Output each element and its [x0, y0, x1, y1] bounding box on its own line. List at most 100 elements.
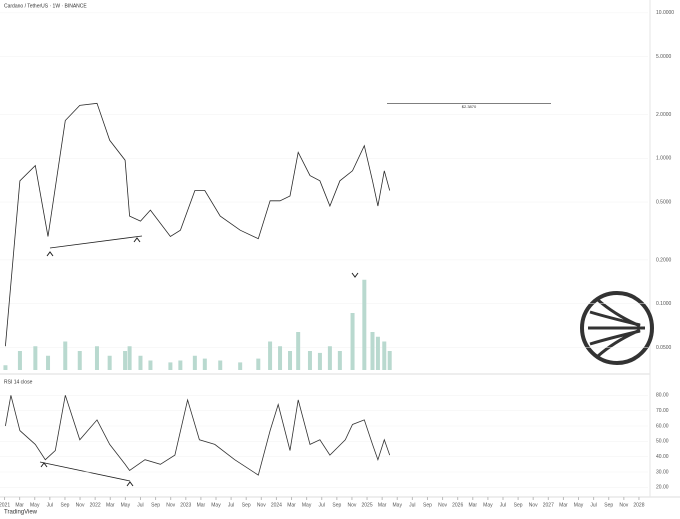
volume-bar	[123, 351, 128, 370]
level-label: $2.3870	[462, 104, 477, 109]
volume-bar	[317, 352, 322, 370]
y-tick-label: 60.00	[656, 423, 669, 429]
x-tick-label: Nov	[619, 502, 628, 508]
trend-line	[49, 235, 143, 249]
volume-bar	[94, 346, 99, 370]
x-tick-label: Mar	[197, 502, 206, 508]
marker	[40, 462, 48, 468]
volume-bar	[278, 346, 283, 370]
x-tick-label: Jul	[409, 502, 415, 508]
x-tick-label: 2025	[361, 502, 372, 508]
x-tick-label: Sep	[332, 502, 341, 508]
volume-bar	[138, 355, 143, 370]
x-tick-label: 2022	[90, 502, 101, 508]
x-tick-label: 2021	[0, 502, 10, 508]
y-tick-label: 5.0000	[656, 54, 672, 60]
y-tick-label: 80.00	[656, 393, 669, 399]
volume-bar	[370, 332, 375, 370]
x-tick-label: May	[302, 502, 312, 508]
x-tick-label: May	[483, 502, 493, 508]
y-tick-label: 1.0000	[656, 156, 672, 162]
y-tick-label: 0.2000	[656, 257, 672, 263]
x-tick-label: Mar	[378, 502, 387, 508]
volume-bar	[127, 346, 132, 370]
volume-bar	[350, 313, 355, 370]
volume-bar	[238, 362, 243, 370]
y-tick-label: 20.00	[656, 485, 669, 491]
volume-bar	[3, 365, 8, 370]
y-tick-label: 10.0000	[656, 10, 674, 16]
volume-bar	[148, 360, 153, 370]
y-tick-label: 2.0000	[656, 112, 672, 118]
x-tick-label: 2028	[633, 502, 644, 508]
x-tick-label: Nov	[347, 502, 356, 508]
chart-title: Cardano / TetherUS · 1W · BINANCE	[4, 3, 87, 9]
x-tick-label: Nov	[166, 502, 175, 508]
x-tick-label: 2026	[452, 502, 463, 508]
volume-bar	[337, 351, 342, 370]
y-tick-label: 40.00	[656, 454, 669, 460]
volume-bar	[168, 362, 173, 370]
x-tick-label: Sep	[242, 502, 251, 508]
volume-bar	[77, 351, 82, 370]
y-tick-label: 70.00	[656, 408, 669, 414]
x-tick-label: Sep	[151, 502, 160, 508]
x-tick-label: Sep	[604, 502, 613, 508]
y-tick-label: 0.1000	[656, 301, 672, 307]
volume-bar	[63, 341, 68, 370]
volume-bar	[268, 341, 273, 370]
volume-bar	[375, 336, 380, 370]
x-tick-label: May	[574, 502, 584, 508]
x-tick-label: Jul	[319, 502, 325, 508]
x-tick-label: Mar	[15, 502, 24, 508]
logo	[580, 291, 654, 365]
volume-bar	[387, 351, 392, 370]
x-tick-label: Sep	[423, 502, 432, 508]
x-tick-label: Jul	[137, 502, 143, 508]
volume-bar	[17, 351, 22, 370]
volume-bar	[178, 360, 183, 370]
y-tick-label: 50.00	[656, 439, 669, 445]
x-tick-label: 2023	[180, 502, 191, 508]
x-tick-label: Jul	[47, 502, 53, 508]
volume-bar	[327, 346, 332, 370]
marker	[133, 237, 141, 243]
x-tick-label: Sep	[61, 502, 70, 508]
x-tick-label: Nov	[76, 502, 85, 508]
volume-bar	[288, 351, 293, 370]
x-tick-label: May	[211, 502, 221, 508]
x-tick-label: Nov	[438, 502, 447, 508]
footer: TradingView	[4, 510, 38, 516]
x-tick-label: Jul	[228, 502, 234, 508]
x-tick-label: Nov	[529, 502, 538, 508]
marker	[351, 272, 359, 278]
volume-bar	[192, 355, 197, 370]
x-tick-label: Mar	[468, 502, 477, 508]
x-tick-label: May	[121, 502, 131, 508]
marker	[126, 481, 134, 487]
x-tick-label: Nov	[257, 502, 266, 508]
x-tick-label: Jul	[500, 502, 506, 508]
x-tick-label: Sep	[514, 502, 523, 508]
volume-bar	[46, 355, 51, 370]
line	[5, 395, 391, 476]
volume-bar	[256, 358, 261, 370]
volume-bar	[362, 279, 367, 370]
x-tick-label: Mar	[287, 502, 296, 508]
x-tick-label: Mar	[559, 502, 568, 508]
marker	[46, 251, 54, 257]
x-tick-label: May	[30, 502, 40, 508]
volume-bar	[107, 355, 112, 370]
y-tick-label: 30.00	[656, 469, 669, 475]
volume-bar	[33, 346, 38, 370]
volume-bar	[218, 360, 223, 370]
volume-bar	[296, 332, 301, 370]
volume-bar	[202, 358, 207, 370]
volume-bar	[307, 351, 312, 370]
rsi-title: RSI 14 close	[4, 379, 33, 385]
volume-bar	[382, 341, 387, 370]
trend-line	[39, 461, 131, 482]
x-tick-label: 2027	[543, 502, 554, 508]
